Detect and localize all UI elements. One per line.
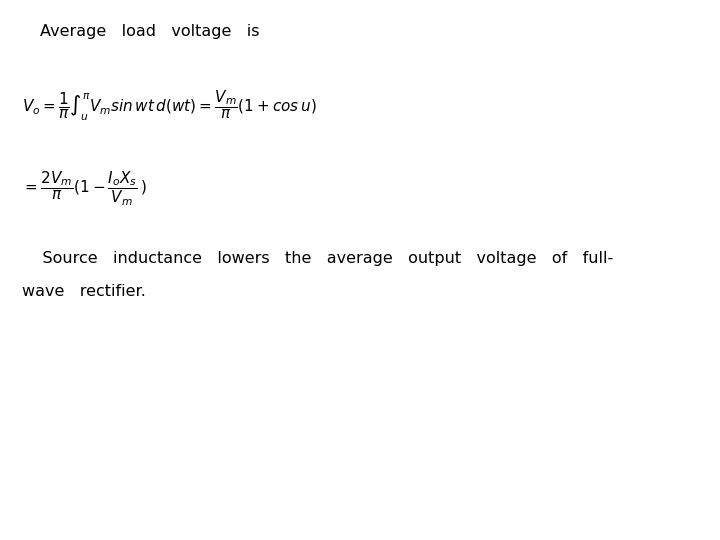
Text: Source   inductance   lowers   the   average   output   voltage   of   full-: Source inductance lowers the average out… xyxy=(22,251,613,266)
Text: Average   load   voltage   is: Average load voltage is xyxy=(40,24,259,39)
Text: $V_o = \dfrac{1}{\pi}\int_{u}^{\pi} V_m \mathit{sin\,wt\,d(wt)} = \dfrac{V_m}{\p: $V_o = \dfrac{1}{\pi}\int_{u}^{\pi} V_m … xyxy=(22,89,316,123)
Text: $= \dfrac{2V_m}{\pi}(1 - \dfrac{I_o X_s}{V_m}\,)$: $= \dfrac{2V_m}{\pi}(1 - \dfrac{I_o X_s}… xyxy=(22,170,146,208)
Text: wave   rectifier.: wave rectifier. xyxy=(22,284,145,299)
